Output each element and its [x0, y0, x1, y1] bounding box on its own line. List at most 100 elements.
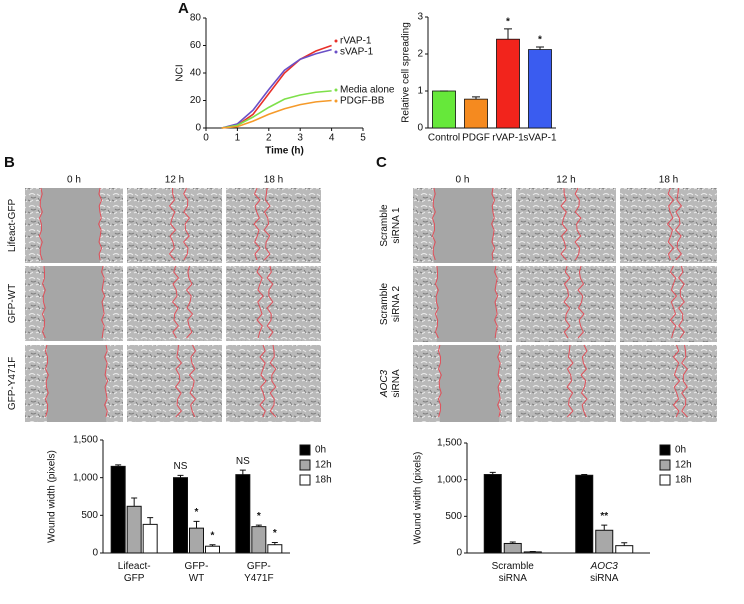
wound-edge: [263, 187, 271, 261]
micrograph: [226, 188, 321, 263]
wound-edge: [560, 187, 568, 261]
bar: [142, 523, 158, 554]
row-label-line: Scramble: [379, 282, 390, 325]
wound-edge: [678, 265, 685, 339]
wound-edge: [437, 344, 442, 418]
legend-label: 0h: [675, 445, 686, 456]
bar: [528, 49, 552, 129]
significance: *: [257, 511, 261, 522]
error-bar: [472, 96, 480, 100]
wound-edge: [41, 265, 46, 339]
error-bar: [177, 474, 184, 478]
bar: [205, 545, 220, 554]
row-label: Lifeact-GFP: [7, 199, 18, 253]
legend-label: PDGF-BB: [340, 96, 385, 107]
x-tick-label-line: Y471F: [244, 573, 273, 584]
y-tick-label: 1: [417, 86, 423, 97]
row-label: GFP-Y471F: [7, 357, 18, 410]
error-bar: [601, 524, 608, 531]
y-tick-label: 1,000: [73, 472, 98, 483]
y-tick-label: 3: [417, 12, 423, 23]
legend-marker: [334, 88, 338, 92]
error-bar: [536, 46, 544, 50]
x-tick-label: AOC3 siRNA: [590, 561, 619, 584]
legend-label: 18h: [315, 475, 332, 486]
bar: [251, 526, 267, 554]
wound-edge: [101, 265, 106, 339]
legend-label: Media alone: [340, 85, 395, 96]
x-tick-label: 1: [235, 133, 241, 144]
x-tick-label-line: GFP-: [185, 561, 209, 572]
row-label-line: siRNA 1: [391, 207, 402, 244]
bar: [595, 529, 614, 554]
y-tick-label: 20: [190, 95, 202, 106]
error-bar: [131, 497, 138, 507]
significance: *: [538, 35, 542, 46]
legend-label: 0h: [315, 445, 326, 456]
column-label: 18 h: [264, 175, 283, 186]
bar: [464, 98, 488, 129]
x-tick-label-line: siRNA: [590, 573, 619, 584]
wound-edge: [574, 187, 582, 261]
wound-edge: [253, 187, 261, 261]
x-tick-label: 3: [297, 133, 303, 144]
row-label: AOC3siRNA: [379, 369, 402, 398]
row-label: ScramblesiRNA 1: [379, 204, 402, 247]
row-label: GFP-WT: [7, 284, 18, 323]
significance: *: [506, 16, 510, 27]
wound-edge: [494, 265, 499, 339]
error-bar: [489, 471, 496, 475]
error-bar: [509, 541, 516, 544]
legend-marker: [334, 50, 338, 54]
x-tick-label-line: WT: [189, 573, 205, 584]
x-tick-label-line: Lifeact-: [118, 561, 151, 572]
x-tick-label: rVAP-1: [492, 133, 524, 144]
y-tick-label: 80: [190, 13, 202, 24]
bar: [189, 527, 204, 554]
bar: [267, 544, 283, 554]
wound-area: [433, 188, 494, 263]
wound-edge: [174, 344, 183, 418]
column-label: 0 h: [67, 175, 81, 186]
wound-edge: [566, 344, 574, 418]
significance: *: [195, 507, 199, 518]
y-tick-label: 500: [445, 511, 462, 522]
y-axis-label: Wound width (pixels): [413, 452, 424, 545]
y-tick-label: 2: [417, 49, 423, 60]
column-label: 12 h: [165, 175, 184, 186]
error-bar: [621, 542, 628, 546]
x-tick-label: 2: [266, 133, 272, 144]
legend-label: rVAP-1: [340, 36, 372, 47]
legend-label: 12h: [315, 460, 332, 471]
wound-edge: [674, 187, 683, 261]
micrograph: [620, 345, 717, 422]
x-tick-label: Scramble siRNA: [492, 561, 535, 584]
panel-label: B: [4, 154, 15, 171]
micrograph: [127, 345, 222, 422]
y-axis-label: NCI: [175, 64, 186, 81]
y-axis-label: Relative cell spreading: [401, 22, 412, 123]
wound-edge: [256, 265, 264, 339]
y-tick-label: 500: [81, 510, 98, 521]
legend-label: 18h: [675, 475, 692, 486]
y-tick-label: 0: [195, 123, 201, 134]
column-label: 18 h: [659, 175, 678, 186]
bar: [126, 505, 142, 554]
panel-label: C: [376, 154, 387, 171]
legend-label: sVAP-1: [340, 47, 374, 58]
wound-edge: [672, 344, 681, 418]
wound-edge: [182, 187, 190, 261]
x-tick-label: PDGF: [462, 133, 490, 144]
wound-edge: [259, 344, 267, 418]
x-axis-label: Time (h): [265, 146, 304, 157]
y-axis-label: Wound width (pixels): [47, 450, 58, 543]
wound-area: [439, 345, 500, 422]
error-bar: [209, 544, 216, 547]
wound-edge: [681, 344, 688, 418]
error-bar: [147, 517, 154, 525]
wound-edge: [491, 187, 496, 261]
wound-edge: [434, 265, 439, 339]
wound-area: [436, 266, 497, 342]
column-label: 0 h: [456, 175, 470, 186]
